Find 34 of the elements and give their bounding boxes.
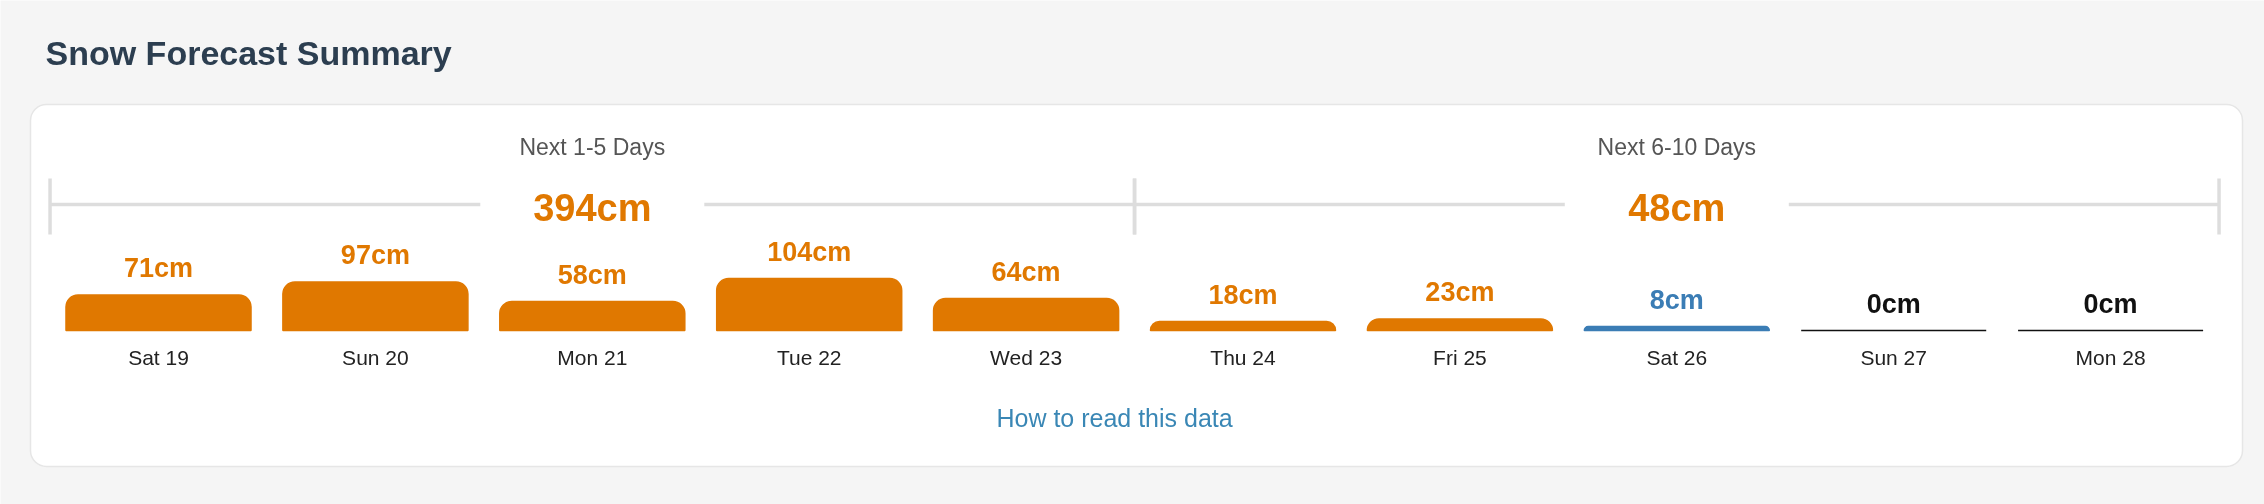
x-tick-label: Wed 23 [990,346,1063,369]
bar [1366,318,1554,332]
x-tick-label: Sat 26 [1646,346,1708,369]
x-tick-label: Thu 24 [1210,346,1277,369]
data-label: 0cm [2083,288,2138,319]
data-label: 23cm [1425,277,1495,307]
bar [282,281,469,332]
data-label: 104cm [767,236,852,267]
chart-title: Snow Forecast Summary [45,33,452,72]
bar [932,297,1120,332]
data-label: 8cm [1649,284,1704,315]
data-label: 0cm [1866,288,1921,319]
text: How to read this data [996,403,1233,432]
text: 394cm [533,186,652,229]
text: 48cm [1628,186,1726,229]
bar [1149,320,1337,332]
x-tick-label: Sat 19 [128,346,189,369]
text: Next 6-10 Days [1597,133,1757,160]
data-label: 58cm [557,259,627,290]
data-label: 97cm [340,240,410,270]
bar [715,277,903,332]
x-tick-label: Mon 28 [2075,346,2146,369]
x-tick-label: Mon 21 [557,346,628,369]
x-tick-label: Sun 27 [1860,346,1927,369]
data-label: 64cm [991,256,1061,287]
x-tick-label: Sun 20 [342,346,409,369]
data-label: 71cm [123,253,194,283]
text: Next 1-5 Days [519,133,666,160]
data-label: 18cm [1208,279,1278,310]
bar [1583,325,1771,332]
x-tick-label: Tue 22 [776,346,842,369]
bar [65,294,252,332]
bar [499,300,686,332]
x-tick-label: Fri 25 [1433,346,1487,369]
